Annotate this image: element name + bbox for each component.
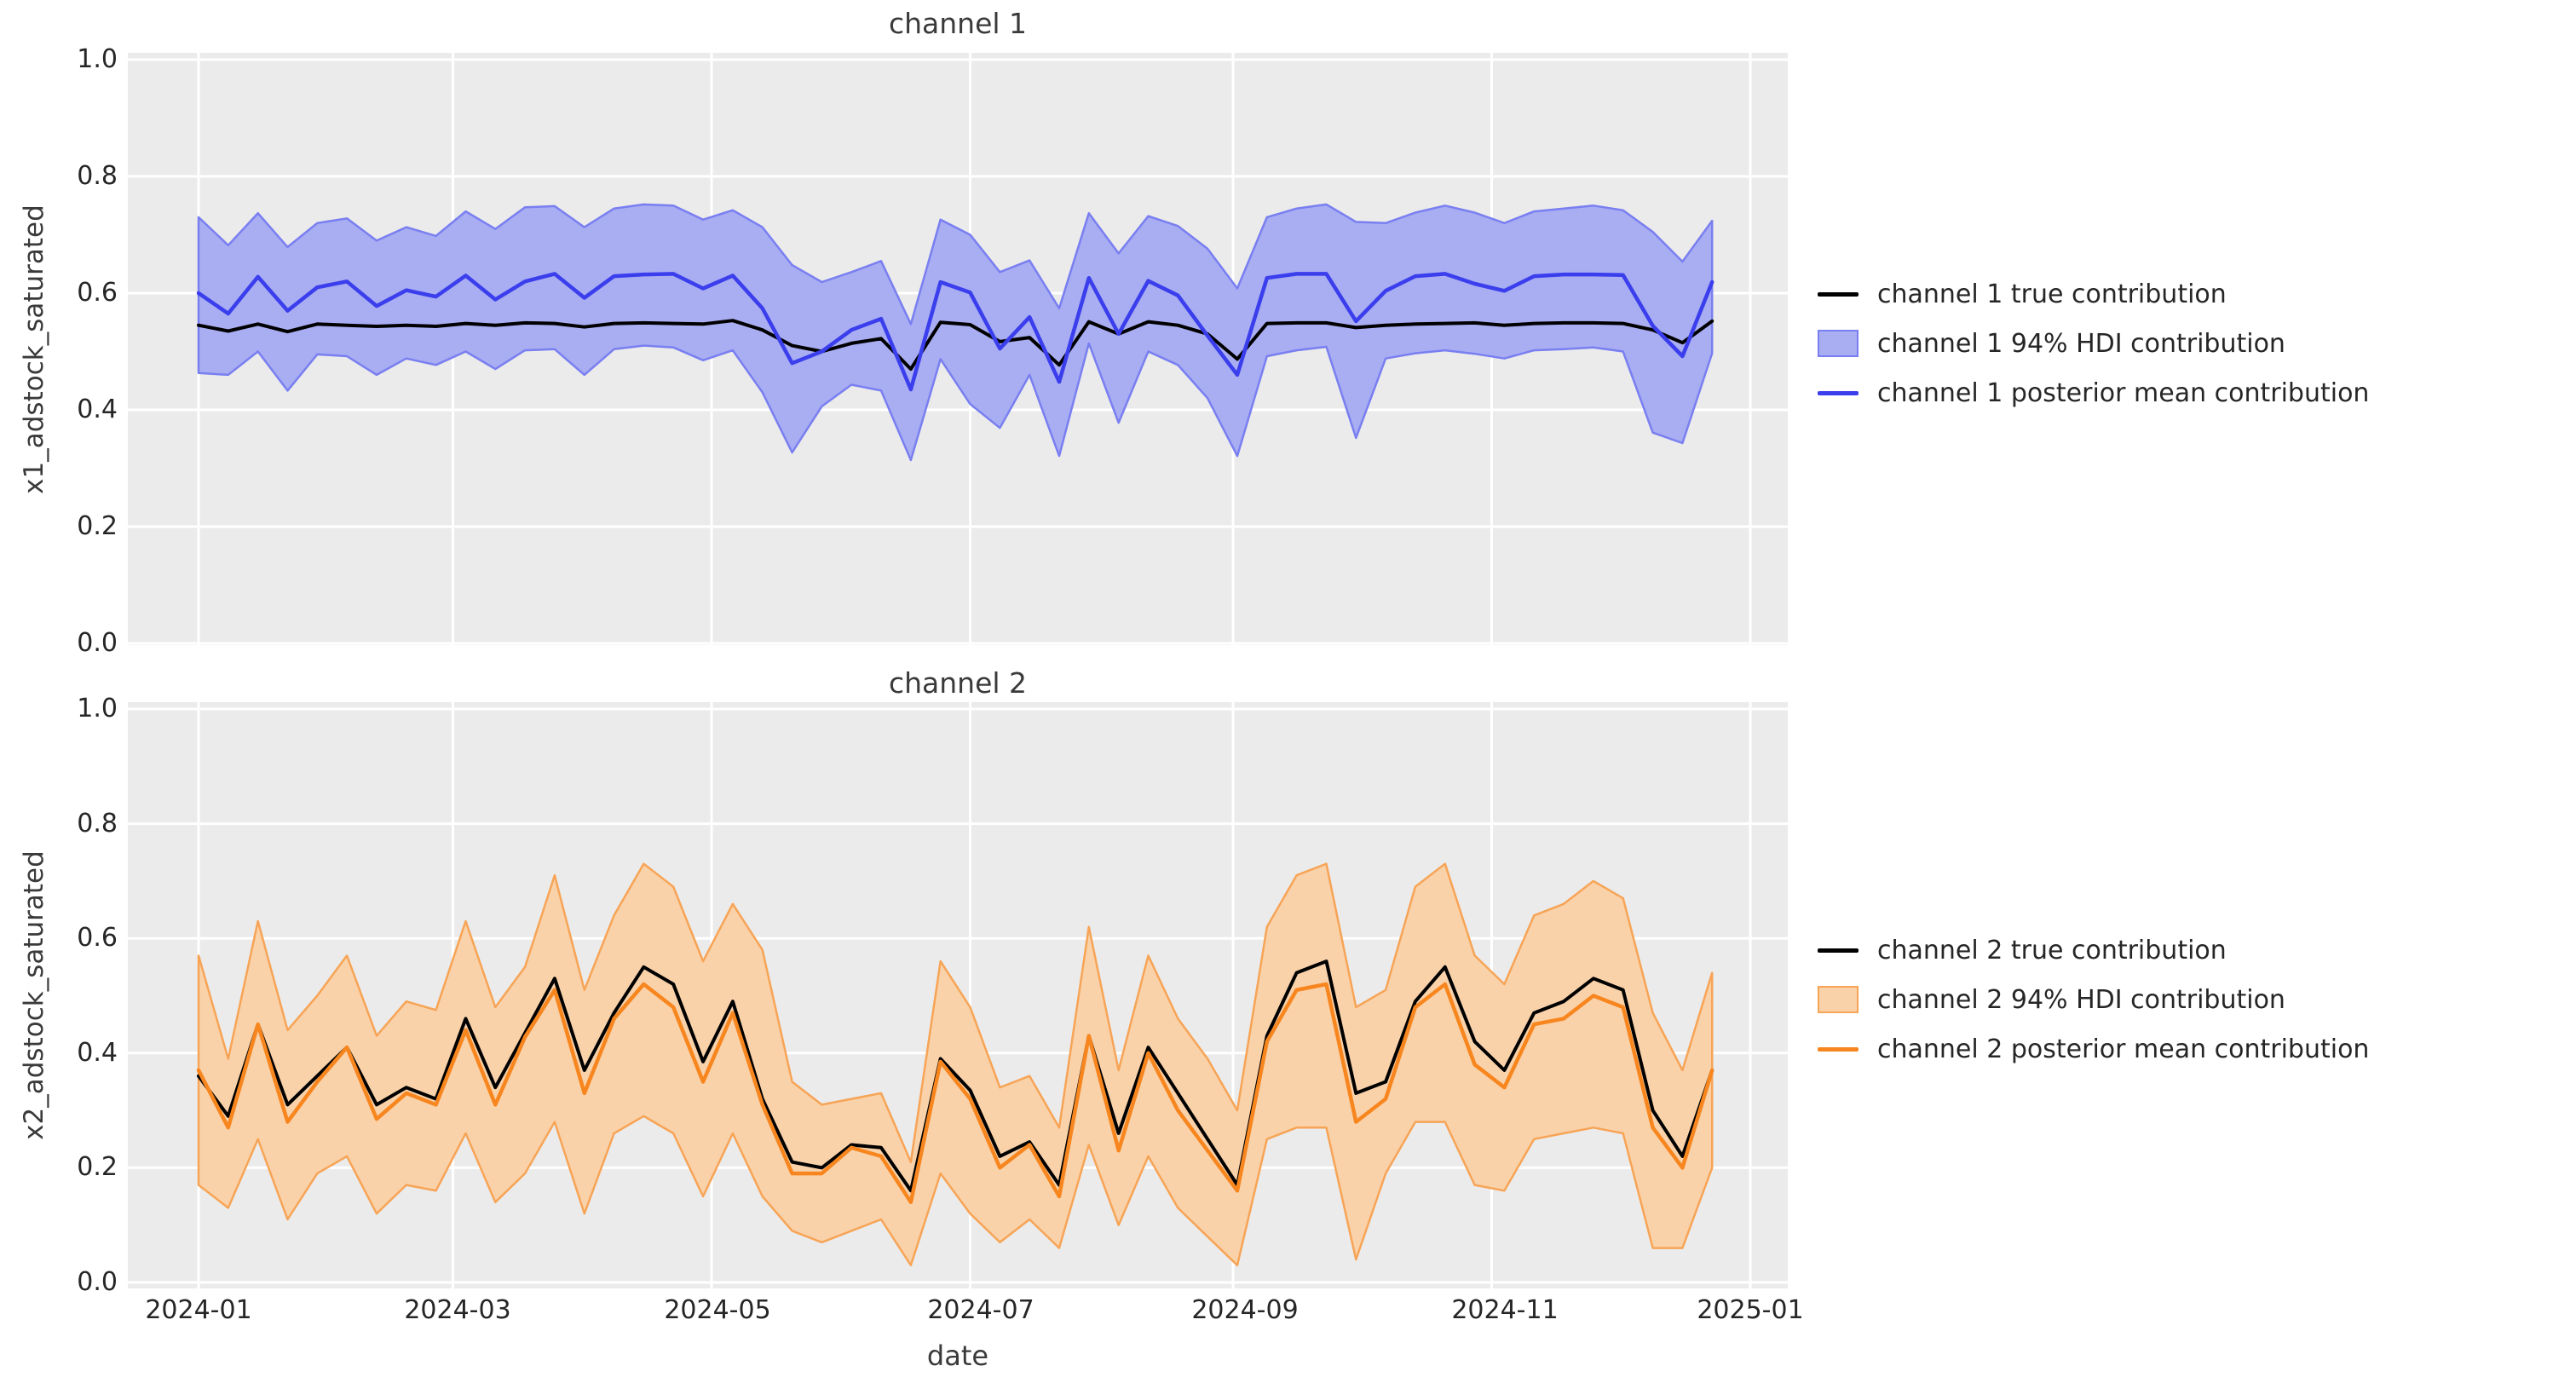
chart1-ytick: 0.8 [77, 161, 118, 191]
chart2-ytick: 0.8 [77, 809, 118, 838]
x-tick: 2024-03 [404, 1295, 511, 1325]
legend-item-mean: channel 1 posterior mean contribution [1818, 368, 2369, 418]
black-line-key [1818, 291, 1859, 297]
x-tick: 2024-11 [1451, 1295, 1559, 1325]
chart1-y-axis-label: x1_adstock_saturated [19, 205, 49, 494]
chart1-ytick: 1.0 [77, 44, 118, 74]
chart2-plot-area [128, 702, 1788, 1288]
chart2-legend: channel 2 true contribution channel 2 94… [1818, 925, 2369, 1074]
chart1-plot-area [128, 53, 1788, 645]
chart1-ytick: 0.6 [77, 278, 118, 308]
chart1-ytick: 0.0 [77, 628, 118, 658]
x-axis-label: date [926, 1340, 989, 1372]
chart2-ytick: 0.6 [77, 923, 118, 953]
legend-label: channel 1 true contribution [1877, 279, 2227, 309]
legend-item-hdi: channel 2 94% HDI contribution [1818, 975, 2369, 1024]
legend-item-hdi: channel 1 94% HDI contribution [1818, 319, 2369, 368]
legend-item-true: channel 2 true contribution [1818, 925, 2369, 975]
chart2-ytick: 1.0 [77, 694, 118, 723]
chart2-title: channel 2 [888, 666, 1028, 700]
legend-label: channel 2 posterior mean contribution [1877, 1034, 2370, 1064]
chart1-ytick: 0.2 [77, 511, 118, 541]
chart1-legend: channel 1 true contribution channel 1 94… [1818, 269, 2369, 418]
chart1-ytick: 0.4 [77, 395, 118, 424]
legend-label: channel 2 94% HDI contribution [1877, 984, 2285, 1015]
blue-line-key [1818, 390, 1859, 395]
chart2-ytick: 0.4 [77, 1038, 118, 1068]
legend-item-mean: channel 2 posterior mean contribution [1818, 1024, 2369, 1074]
legend-label: channel 2 true contribution [1877, 935, 2227, 965]
legend-item-true: channel 1 true contribution [1818, 269, 2369, 319]
legend-label: channel 1 94% HDI contribution [1877, 328, 2285, 359]
x-tick: 2024-01 [145, 1295, 252, 1325]
x-tick: 2024-09 [1191, 1295, 1299, 1325]
chart2-y-axis-label: x2_adstock_saturated [19, 850, 49, 1140]
chart2-ytick: 0.2 [77, 1152, 118, 1182]
black-line-key [1818, 948, 1859, 953]
chart1-title: channel 1 [888, 7, 1028, 40]
chart2-ytick: 0.0 [77, 1267, 118, 1297]
legend-label: channel 1 posterior mean contribution [1877, 377, 2370, 408]
hdi-patch-key [1818, 986, 1859, 1013]
x-tick: 2024-05 [664, 1295, 771, 1325]
orange-line-key [1818, 1046, 1859, 1052]
x-tick: 2024-07 [927, 1295, 1034, 1325]
hdi-patch-key [1818, 330, 1859, 357]
x-tick: 2025-01 [1697, 1295, 1804, 1325]
